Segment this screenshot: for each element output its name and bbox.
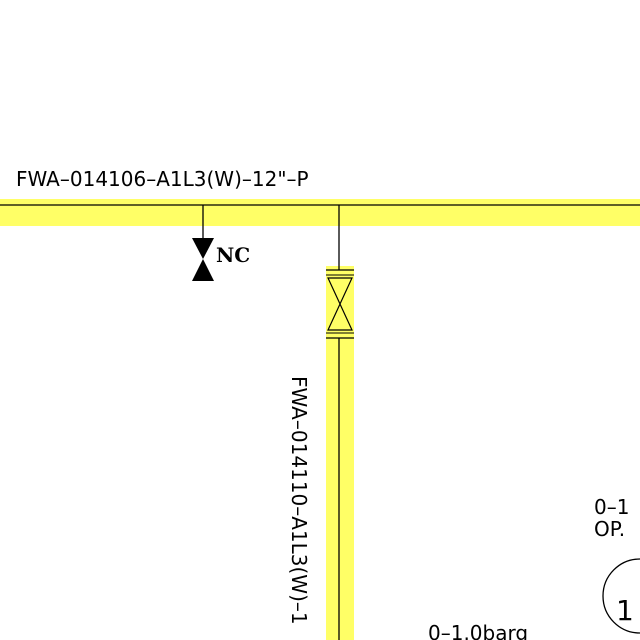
range-label-bottom: 0–1.0barg [428,621,528,640]
main-line-highlight [0,199,640,226]
gate-valve-filled-icon[interactable] [192,238,214,281]
branch-line-highlight [326,266,354,640]
op-label: OP. [594,517,625,541]
instrument-label: 1 [616,594,634,627]
valve-status-label: NC [216,243,250,267]
main-line-tag: FWA–014106–A1L3(W)–12"–P [16,167,309,191]
range-label-right: 0–1 [594,495,629,519]
branch-line-tag: FWA–014110–A1L3(W)–1 [287,376,311,625]
gate-valve-outline-icon[interactable] [326,269,354,339]
instrument-bubble-icon[interactable]: 1 [602,558,640,634]
